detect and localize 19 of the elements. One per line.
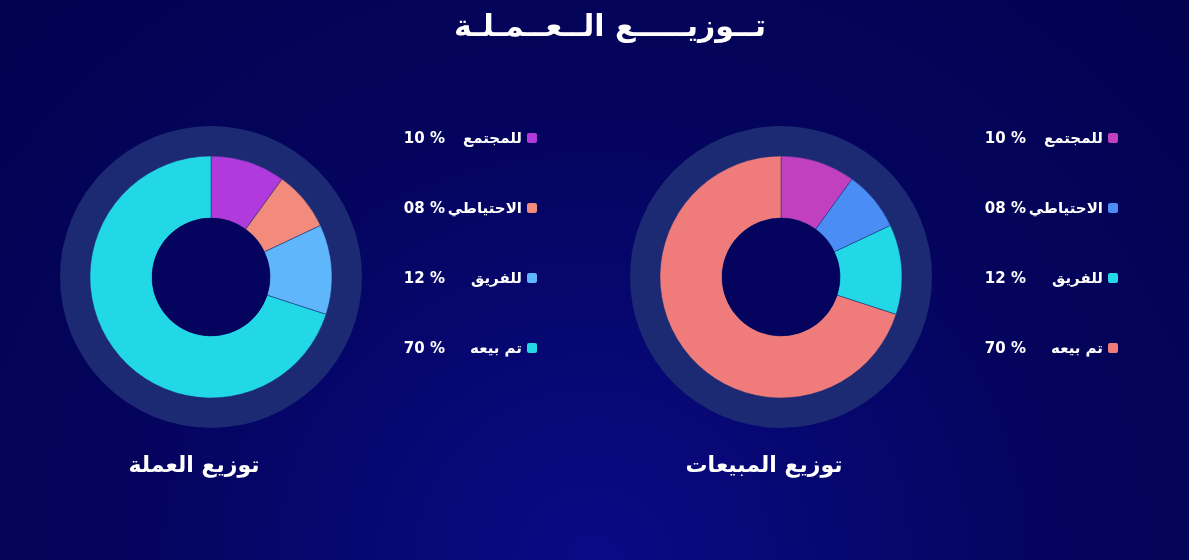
legend-label: تم بيعه xyxy=(470,339,522,357)
data-label: 10 % xyxy=(403,129,445,147)
legend-label: تم بيعه xyxy=(1051,339,1103,357)
legend-label: للمجتمع xyxy=(1043,129,1103,147)
data-label: 08 % xyxy=(984,199,1026,217)
legend-label: الاحتياطي xyxy=(447,199,522,217)
data-label: 12 % xyxy=(984,269,1026,287)
text: توزيع العملة xyxy=(128,452,260,478)
data-label: 08 % xyxy=(403,199,445,217)
legend-label: للفريق xyxy=(1051,269,1103,287)
data-label: 70 % xyxy=(984,339,1026,357)
data-label: 12 % xyxy=(403,269,445,287)
text: تــوزيـــــع الــعــمـلـة xyxy=(454,8,766,43)
legend-label: للمجتمع xyxy=(462,129,522,147)
data-label: 10 % xyxy=(984,129,1026,147)
text: توزيع المبيعات xyxy=(685,452,843,478)
data-label: 70 % xyxy=(403,339,445,357)
legend-label: للفريق xyxy=(470,269,522,287)
legend-label: الاحتياطي xyxy=(1028,199,1103,217)
